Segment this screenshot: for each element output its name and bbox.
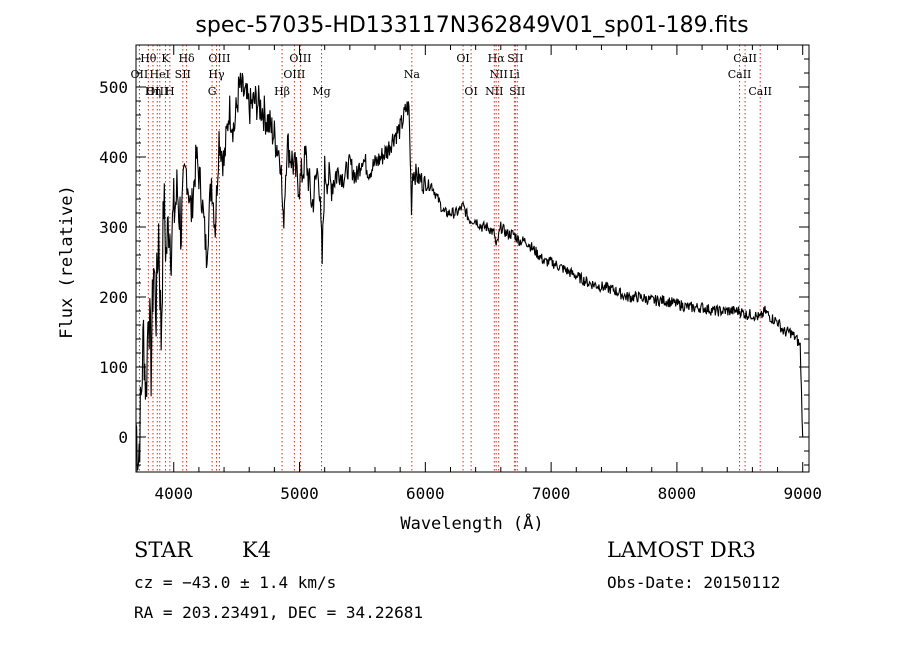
marker-label-22: SII (507, 52, 523, 65)
marker-label-21: NII (485, 85, 503, 98)
object-class: STAR (134, 538, 193, 562)
x-tick-label: 5000 (280, 484, 319, 503)
marker-label-10: Hγ (208, 68, 225, 81)
y-tick-label: 300 (99, 218, 128, 237)
marker-label-5: K (161, 52, 170, 65)
x-tick-label: 6000 (406, 484, 445, 503)
x-tick-label: 9000 (783, 484, 822, 503)
marker-label-1: OII (131, 68, 149, 81)
spectrum-chart: spec-57035-HD133117N362849V01_sp01-189.f… (57, 13, 822, 534)
marker-label-16: Na (404, 68, 421, 81)
marker-label-23: Li (509, 68, 520, 81)
marker-label-6: SII (175, 68, 191, 81)
marker-label-4: Hη (145, 85, 161, 98)
marker-label-0: Hθ (140, 52, 157, 65)
y-tick-label: 400 (99, 148, 128, 167)
coordinates-info: RA = 203.23491, DEC = 34.22681 (134, 603, 423, 622)
x-tick-label: 4000 (154, 484, 193, 503)
marker-label-2: OIII (146, 85, 168, 98)
y-tick-label: 200 (99, 288, 128, 307)
plot-area (136, 72, 804, 472)
survey-name: LAMOST DR3 (607, 538, 756, 562)
marker-label-15: Mg (312, 85, 330, 98)
marker-label-12: Hβ (274, 85, 290, 98)
chart-title: spec-57035-HD133117N362849V01_sp01-189.f… (195, 13, 748, 38)
marker-label-19: Hα (488, 52, 506, 65)
marker-label-24: SII (509, 85, 525, 98)
marker-label-13: OIII (289, 52, 311, 65)
redshift-info: cz = −43.0 ± 1.4 km/s (134, 573, 337, 592)
y-tick-label: 0 (118, 428, 128, 447)
marker-label-26: CaII (728, 68, 752, 81)
x-axis-label: Wavelength (Å) (400, 512, 543, 534)
axes: 4000 5000 6000 7000 8000 9000 0 100 200 300 400 500 (99, 44, 822, 503)
x-tick-label: 7000 (532, 484, 571, 503)
marker-label-25: CaII (733, 52, 757, 65)
marker-label-27: CaII (748, 85, 772, 98)
marker-label-9: OIII (208, 52, 230, 65)
y-tick-label: 100 (99, 358, 128, 377)
marker-label-3: HeI (150, 68, 170, 81)
marker-label-7: H (165, 85, 175, 98)
marker-label-11: G (208, 85, 217, 98)
spectrum-series-0 (136, 72, 804, 472)
observation-date: Obs-Date: 20150112 (607, 573, 781, 592)
marker-label-20: NII (490, 68, 508, 81)
marker-label-14: OIII (283, 68, 305, 81)
marker-label-8: Hδ (178, 52, 195, 65)
marker-label-18: OI (464, 85, 477, 98)
plot-frame (135, 44, 810, 473)
marker-label-17: OI (456, 52, 469, 65)
y-tick-label: 500 (99, 78, 128, 97)
x-tick-label: 8000 (658, 484, 697, 503)
y-axis-label: Flux (relative) (57, 185, 77, 339)
object-subclass: K4 (242, 538, 272, 562)
